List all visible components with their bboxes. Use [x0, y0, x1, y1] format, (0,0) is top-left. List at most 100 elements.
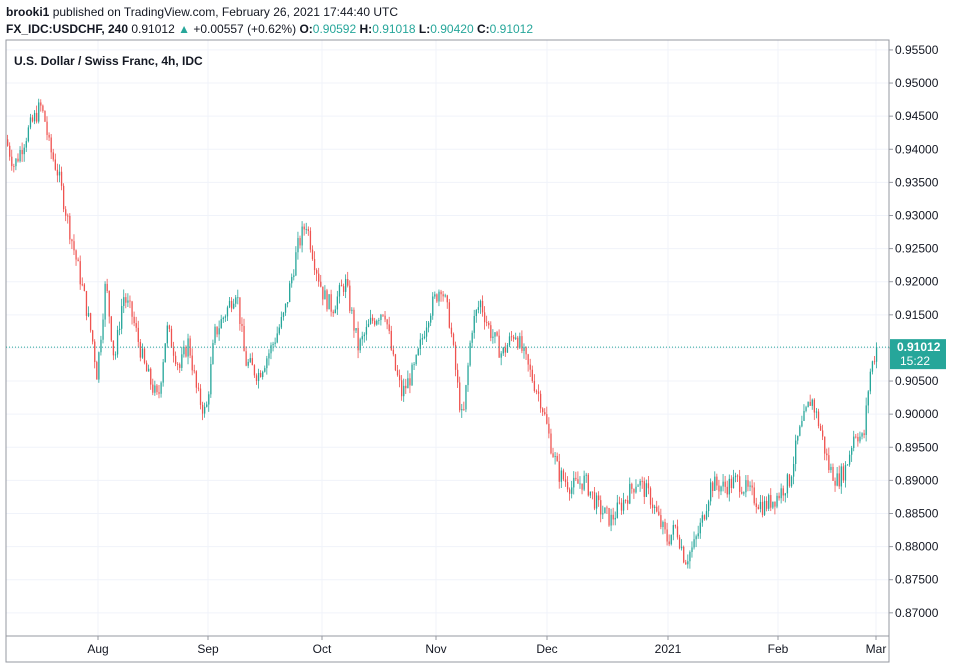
candle [714, 471, 716, 491]
candle [228, 297, 231, 309]
x-tick-label: Aug [87, 642, 108, 656]
candle [92, 329, 94, 345]
candle [384, 310, 386, 323]
candle [859, 431, 861, 444]
candle [376, 319, 378, 326]
candle [83, 283, 86, 292]
candle [106, 278, 108, 294]
candle [757, 504, 760, 510]
candle [504, 342, 507, 357]
candle [674, 524, 677, 529]
candle [251, 352, 254, 366]
candle [647, 476, 650, 495]
close-label: C: [476, 22, 490, 36]
candle [805, 405, 807, 413]
candle [600, 495, 602, 523]
candle [33, 110, 36, 125]
candle [172, 341, 175, 363]
candle [595, 492, 598, 515]
candle [73, 234, 75, 256]
candle [778, 492, 780, 501]
candle [181, 346, 183, 371]
candle [411, 362, 413, 386]
candle [139, 338, 142, 362]
candle [145, 360, 148, 372]
candle [135, 316, 137, 332]
candle [94, 339, 96, 369]
author-name[interactable]: brooki1 [6, 5, 50, 19]
candle [297, 231, 299, 260]
y-tick-label: 0.93000 [895, 208, 939, 222]
candle [374, 317, 376, 327]
candle [183, 340, 185, 358]
y-tick-label: 0.93500 [895, 175, 939, 189]
candle [730, 475, 733, 494]
candle [396, 364, 399, 377]
candle [836, 466, 838, 487]
countdown-timer: 15:22 [900, 354, 930, 368]
candle [728, 474, 730, 502]
candle [25, 137, 27, 152]
candle [693, 531, 695, 550]
symbol-label[interactable]: FX_IDC:USDCHF, 240 [6, 22, 129, 36]
time-axis[interactable]: Aug Sep Oct Nov Dec 2021 Feb Mar [87, 636, 886, 656]
candle [177, 362, 179, 371]
candle [736, 474, 739, 482]
candle [270, 342, 272, 360]
candle [637, 483, 639, 487]
candle [629, 477, 631, 505]
candle [454, 341, 457, 377]
candle [465, 384, 467, 413]
candle [672, 520, 674, 541]
price-axis[interactable]: 0.95500 0.95000 0.94500 0.94000 0.93500 0.930… [889, 43, 939, 620]
candle [494, 331, 496, 344]
candle [336, 290, 339, 315]
candle [143, 347, 146, 365]
candle [342, 283, 345, 296]
candle [204, 402, 206, 418]
candle [670, 534, 672, 546]
candle [249, 353, 251, 364]
candle [527, 353, 529, 372]
candle [830, 463, 832, 473]
candle [506, 342, 509, 353]
candle [851, 445, 853, 462]
candle [535, 389, 538, 395]
candle [691, 541, 693, 558]
candle [774, 501, 776, 515]
candle [471, 330, 473, 348]
y-tick-label: 0.88500 [895, 506, 939, 520]
candle [556, 452, 558, 462]
candle [353, 307, 355, 338]
candle [233, 298, 235, 310]
candle [311, 245, 314, 261]
candle [114, 351, 117, 360]
candle [326, 288, 328, 312]
candle [315, 268, 318, 282]
candle [330, 289, 332, 317]
candle [108, 290, 110, 324]
candle [419, 333, 421, 356]
candle [162, 358, 164, 387]
candle [525, 346, 527, 360]
candle [121, 298, 123, 335]
candle [537, 384, 540, 402]
candle [125, 293, 127, 309]
candle [17, 153, 19, 163]
candle [697, 525, 699, 539]
y-tick-label: 0.90500 [895, 374, 939, 388]
candle [282, 311, 285, 321]
candle [286, 302, 289, 308]
candle [604, 507, 606, 514]
y-tick-label: 0.95000 [895, 76, 939, 90]
y-tick-label: 0.87500 [895, 573, 939, 587]
candle [589, 491, 592, 499]
candle [127, 293, 129, 307]
candle [593, 486, 596, 511]
y-tick-label: 0.92000 [895, 275, 939, 289]
candle [409, 373, 411, 394]
y-tick-label: 0.94500 [895, 109, 939, 123]
candle [710, 478, 712, 506]
candle [573, 471, 575, 495]
